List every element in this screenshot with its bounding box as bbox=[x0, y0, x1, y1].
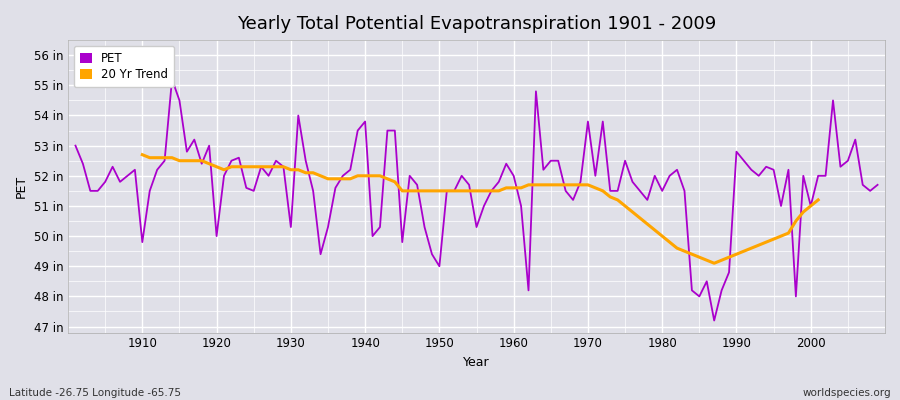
20 Yr Trend bbox=[671, 246, 682, 250]
PET bbox=[605, 188, 616, 193]
20 Yr Trend bbox=[538, 182, 549, 187]
X-axis label: Year: Year bbox=[464, 356, 490, 369]
Line: 20 Yr Trend: 20 Yr Trend bbox=[142, 155, 818, 263]
Title: Yearly Total Potential Evapotranspiration 1901 - 2009: Yearly Total Potential Evapotranspiratio… bbox=[237, 15, 716, 33]
20 Yr Trend bbox=[680, 249, 690, 254]
PET bbox=[345, 167, 356, 172]
Y-axis label: PET: PET bbox=[15, 175, 28, 198]
PET bbox=[70, 143, 81, 148]
20 Yr Trend bbox=[634, 216, 645, 220]
20 Yr Trend bbox=[664, 240, 675, 244]
Line: PET: PET bbox=[76, 79, 878, 320]
20 Yr Trend bbox=[813, 198, 824, 202]
PET bbox=[516, 204, 526, 208]
20 Yr Trend bbox=[137, 152, 148, 157]
PET bbox=[709, 318, 720, 323]
PET bbox=[301, 158, 311, 163]
PET bbox=[130, 167, 140, 172]
Text: Latitude -26.75 Longitude -65.75: Latitude -26.75 Longitude -65.75 bbox=[9, 388, 181, 398]
20 Yr Trend bbox=[709, 261, 720, 266]
PET bbox=[166, 77, 177, 82]
PET bbox=[872, 182, 883, 187]
Text: worldspecies.org: worldspecies.org bbox=[803, 388, 891, 398]
20 Yr Trend bbox=[701, 258, 712, 263]
Legend: PET, 20 Yr Trend: PET, 20 Yr Trend bbox=[74, 46, 174, 87]
PET bbox=[508, 173, 519, 178]
